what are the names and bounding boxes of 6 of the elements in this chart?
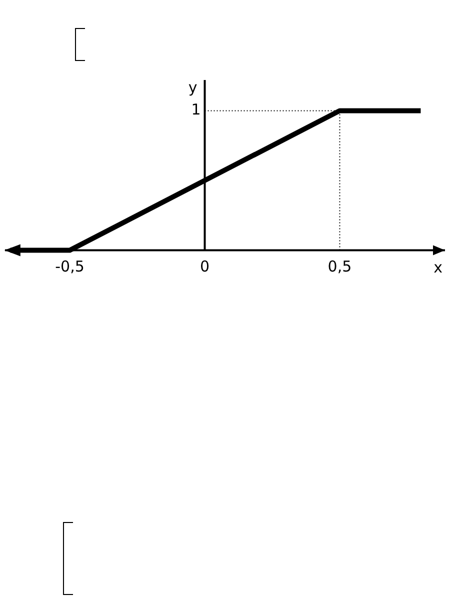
y-axis-title: y bbox=[188, 78, 198, 96]
x-axis-title: x bbox=[434, 258, 443, 277]
x-tick-label: 0,5 bbox=[328, 258, 352, 276]
annotation: 1 bbox=[191, 100, 201, 119]
x-tick-label: -0,5 bbox=[55, 258, 84, 276]
x-tick-label: 0 bbox=[200, 258, 210, 276]
